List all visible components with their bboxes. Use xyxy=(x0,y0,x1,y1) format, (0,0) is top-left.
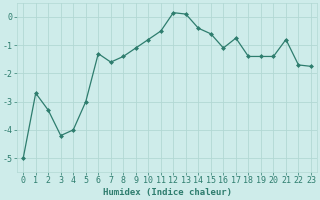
X-axis label: Humidex (Indice chaleur): Humidex (Indice chaleur) xyxy=(103,188,232,197)
